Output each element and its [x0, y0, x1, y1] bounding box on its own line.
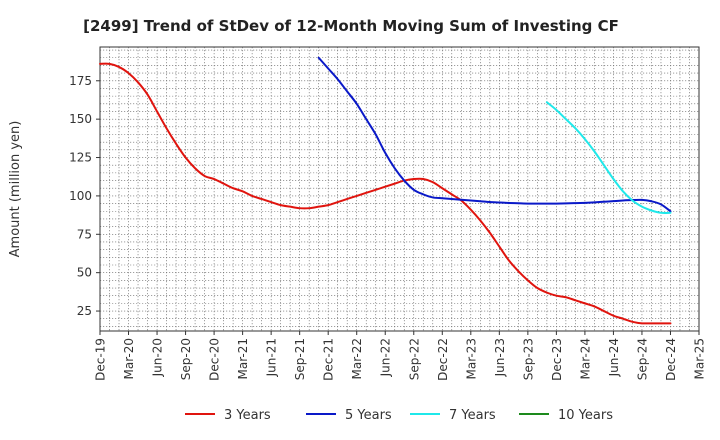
- x-tick-label: Jun-21: [265, 338, 279, 377]
- y-axis-ticks: 25 50 75 100 125 150 175: [69, 74, 100, 318]
- y-tick-label: 150: [69, 112, 92, 126]
- plot-frame: [99, 46, 700, 332]
- legend-label: 10 Years: [558, 408, 613, 423]
- x-tick-label: Sep-23: [521, 338, 535, 380]
- y-tick-label: 25: [77, 304, 92, 318]
- x-tick-label: Mar-21: [236, 338, 250, 379]
- x-tick-label: Dec-23: [550, 338, 564, 381]
- legend-label: 3 Years: [224, 408, 271, 423]
- x-tick-label: Sep-20: [179, 338, 193, 380]
- x-tick-label: Dec-20: [208, 338, 222, 381]
- legend: 3 Years 5 Years 7 Years 10 Years: [185, 408, 613, 423]
- x-tick-label: Mar-22: [350, 338, 364, 379]
- x-tick-label: Sep-24: [635, 338, 649, 380]
- x-tick-label: Jun-23: [493, 338, 507, 377]
- x-tick-label: Dec-19: [94, 338, 108, 381]
- x-tick-label: Sep-22: [407, 338, 421, 380]
- y-tick-label: 125: [69, 151, 92, 165]
- y-axis-label: Amount (million yen): [8, 121, 23, 258]
- legend-label: 7 Years: [449, 408, 496, 423]
- x-tick-label: Dec-24: [664, 338, 678, 381]
- x-tick-label: Mar-24: [578, 338, 592, 379]
- x-tick-label: Jun-20: [151, 338, 165, 377]
- x-tick-label: Sep-21: [293, 338, 307, 380]
- x-tick-label: Jun-22: [379, 338, 393, 377]
- legend-label: 5 Years: [345, 408, 392, 423]
- chart-title: [2499] Trend of StDev of 12-Month Moving…: [83, 17, 619, 35]
- x-tick-label: Mar-25: [693, 338, 707, 379]
- y-tick-label: 100: [69, 189, 92, 203]
- x-tick-label: Dec-21: [322, 338, 336, 381]
- x-tick-label: Mar-23: [464, 338, 478, 379]
- y-tick-label: 50: [77, 266, 92, 280]
- y-tick-label: 175: [69, 74, 92, 88]
- x-tick-label: Mar-20: [122, 338, 136, 379]
- series-line: [99, 62, 672, 325]
- series-line: [545, 101, 672, 214]
- y-tick-label: 75: [77, 227, 92, 241]
- x-tick-label: Jun-24: [607, 338, 621, 377]
- grid: [100, 47, 699, 331]
- x-axis-ticks: Dec-19 Mar-20 Jun-20 Sep-20 Dec-20 Mar-21 Jun-…: [94, 331, 707, 381]
- series-lines: [99, 56, 672, 325]
- x-tick-label: Dec-22: [436, 338, 450, 381]
- series-line: [317, 56, 672, 213]
